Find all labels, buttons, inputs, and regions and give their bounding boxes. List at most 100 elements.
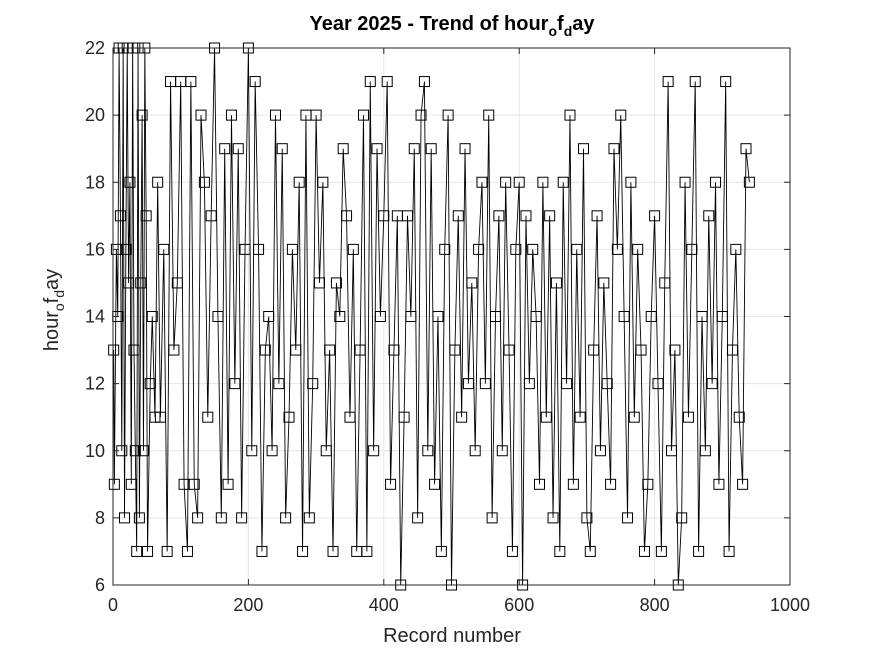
- data-point: [146, 311, 158, 322]
- data-point: [131, 545, 143, 557]
- x-tick-label: 400: [369, 595, 399, 615]
- data-point: [168, 344, 180, 356]
- data-point: [706, 378, 718, 390]
- data-point: [513, 176, 525, 188]
- data-point: [273, 378, 285, 390]
- data-point: [469, 445, 481, 457]
- data-point: [402, 210, 413, 222]
- data-point: [554, 545, 566, 557]
- data-point: [195, 109, 207, 121]
- data-point: [520, 210, 532, 222]
- data-point: [459, 143, 471, 155]
- data-point: [347, 243, 359, 255]
- data-point: [429, 478, 441, 490]
- data-point: [726, 344, 738, 356]
- data-point: [584, 545, 596, 557]
- data-point: [266, 445, 278, 457]
- data-point: [310, 109, 322, 121]
- data-point: [418, 76, 430, 88]
- data-point: [137, 445, 149, 457]
- data-point: [611, 243, 623, 255]
- data-point: [327, 545, 339, 557]
- data-point: [283, 411, 295, 423]
- data-point: [733, 411, 745, 423]
- data-point: [622, 512, 634, 524]
- data-point: [442, 109, 454, 121]
- data-point: [655, 545, 667, 557]
- data-point: [588, 344, 600, 356]
- data-point: [219, 143, 231, 155]
- data-point: [601, 378, 613, 390]
- data-point: [364, 76, 376, 88]
- data-point: [144, 378, 156, 390]
- data-point: [635, 344, 647, 356]
- data-point: [462, 378, 474, 390]
- y-tick-label: 14: [85, 307, 105, 327]
- x-axis-label: Record number: [383, 625, 521, 647]
- data-point: [152, 176, 164, 188]
- data-point: [439, 243, 451, 255]
- data-point: [188, 478, 200, 490]
- x-tick-label: 800: [640, 595, 670, 615]
- data-point: [128, 344, 140, 356]
- data-point: [129, 445, 141, 457]
- data-point: [476, 176, 488, 188]
- y-tick-label: 12: [85, 374, 105, 394]
- data-markers: [108, 42, 755, 591]
- data-point: [537, 176, 549, 188]
- data-point: [737, 478, 749, 490]
- data-point: [649, 210, 661, 222]
- data-point: [249, 76, 261, 88]
- data-point: [120, 243, 132, 255]
- data-point: [225, 109, 237, 121]
- data-point: [452, 210, 464, 222]
- x-tick-label: 200: [233, 595, 263, 615]
- data-point: [114, 210, 126, 222]
- data-point: [591, 210, 603, 222]
- data-point: [212, 311, 224, 322]
- data-point: [679, 176, 691, 188]
- y-tick-label: 10: [85, 441, 105, 461]
- data-point: [368, 445, 380, 457]
- data-point: [530, 311, 542, 322]
- data-point: [608, 143, 620, 155]
- data-point: [490, 311, 501, 322]
- data-point: [544, 210, 556, 222]
- data-point: [615, 109, 627, 121]
- data-point: [598, 277, 610, 289]
- data-point: [408, 143, 420, 155]
- data-point: [398, 411, 410, 423]
- data-point: [493, 210, 505, 222]
- data-point: [713, 478, 725, 490]
- data-point: [133, 512, 145, 524]
- data-point: [205, 210, 217, 222]
- data-point: [676, 512, 688, 524]
- data-point: [124, 176, 136, 188]
- data-point: [659, 277, 671, 289]
- data-point: [486, 512, 498, 524]
- data-point: [574, 411, 586, 423]
- data-point: [693, 545, 705, 557]
- data-point: [140, 210, 152, 222]
- data-point: [632, 243, 644, 255]
- data-point: [510, 243, 522, 255]
- data-point: [269, 109, 281, 121]
- data-point: [618, 311, 630, 322]
- data-point: [689, 76, 701, 88]
- data-point: [253, 243, 265, 255]
- data-point: [361, 545, 373, 557]
- data-point: [239, 243, 251, 255]
- data-point: [290, 344, 302, 356]
- data-point: [720, 76, 732, 88]
- data-point: [594, 445, 606, 457]
- x-tick-label: 0: [108, 595, 118, 615]
- data-point: [110, 243, 122, 255]
- data-point: [280, 512, 292, 524]
- data-point: [337, 143, 349, 155]
- data-point: [557, 176, 569, 188]
- data-point: [547, 512, 559, 524]
- data-point: [564, 109, 576, 121]
- data-point: [381, 76, 393, 88]
- data-point: [466, 277, 478, 289]
